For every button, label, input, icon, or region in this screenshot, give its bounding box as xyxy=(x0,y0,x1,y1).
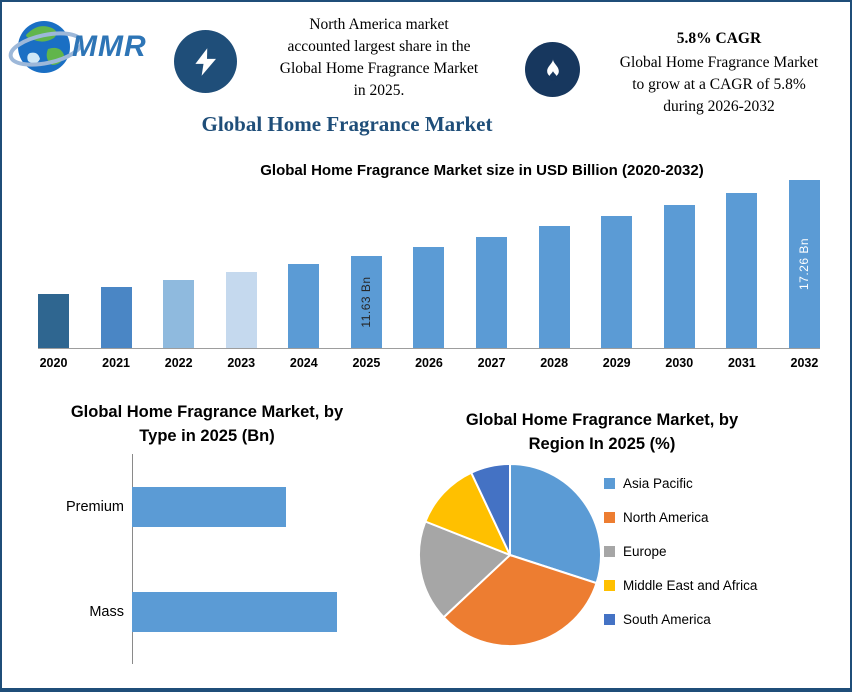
legend-swatch-middle-east-and-africa xyxy=(604,580,615,591)
type-row-mass: Mass xyxy=(28,591,398,632)
axis-label-2029: 2029 xyxy=(602,356,631,370)
bar-value-label-2025: 11.63 Bn xyxy=(359,276,374,328)
type-chart-axis-line xyxy=(132,454,133,664)
bar-column-2029 xyxy=(601,216,633,348)
bar-2020 xyxy=(38,294,69,348)
bar-2029 xyxy=(601,216,633,348)
region-pie xyxy=(418,462,602,647)
bar-2022 xyxy=(163,280,195,348)
legend-label-europe: Europe xyxy=(623,544,667,559)
axis-label-2028: 2028 xyxy=(540,356,569,370)
legend-swatch-asia-pacific xyxy=(604,478,615,489)
legend-item-europe: Europe xyxy=(604,544,757,559)
column-chart-title: Global Home Fragrance Market size in USD… xyxy=(260,162,704,179)
axis-label-2024: 2024 xyxy=(289,356,318,370)
bar-column-2025: 11.63 Bn xyxy=(350,256,382,348)
bar-column-2024 xyxy=(288,264,320,348)
axis-label-2022: 2022 xyxy=(164,356,193,370)
legend-item-north-america: North America xyxy=(604,510,757,525)
highlight-cagr-line-1: Global Home Fragrance Market xyxy=(619,54,819,71)
bar-column-2020 xyxy=(38,294,69,348)
column-chart-axis-labels: 2020 2021 2022 2023 2024 2025 2026 2027 2028 2029… xyxy=(38,356,820,370)
bar-column-2021 xyxy=(100,287,132,348)
bar-column-2026 xyxy=(413,247,445,348)
type-chart-title: Global Home Fragrance Market, by Type in… xyxy=(32,400,382,448)
type-chart-title-line-2: Type in 2025 (Bn) xyxy=(139,427,275,445)
type-bar-premium xyxy=(132,486,286,527)
flame-icon xyxy=(525,42,580,97)
axis-label-2025: 2025 xyxy=(352,356,381,370)
highlight-share-line-2: accounted largest share in the xyxy=(287,38,471,55)
pie-slice-middle-east-and-africa xyxy=(424,471,512,557)
legend-item-south-america: South America xyxy=(604,612,757,627)
highlight-share-text: North America market accounted largest s… xyxy=(240,14,518,102)
legend-item-middle-east-and-africa: Middle East and Africa xyxy=(604,578,757,593)
bar-value-label-2032: 17.26 Bn xyxy=(797,237,812,291)
lightning-icon xyxy=(174,30,237,93)
legend-label-north-america: North America xyxy=(623,510,709,525)
type-label-mass: Mass xyxy=(89,603,124,620)
bar-2023 xyxy=(225,272,257,348)
axis-label-2030: 2030 xyxy=(665,356,694,370)
highlight-share-line-1: North America market xyxy=(309,16,449,33)
legend-label-south-america: South America xyxy=(623,612,711,627)
highlight-share-line-4: in 2025. xyxy=(353,82,405,99)
highlight-cagr-line-2: to grow at a CAGR of 5.8% xyxy=(632,76,806,93)
type-bar-mass xyxy=(132,591,337,632)
bar-column-2031 xyxy=(726,193,758,348)
bar-2031 xyxy=(726,193,758,348)
highlight-cagr-text: 5.8% CAGR Global Home Fragrance Market t… xyxy=(590,28,848,118)
bar-column-2022 xyxy=(163,280,195,348)
axis-label-2027: 2027 xyxy=(477,356,506,370)
column-chart-bars: 11.63 Bn 17.26 Bn xyxy=(38,180,820,349)
legend-swatch-europe xyxy=(604,546,615,557)
type-chart-plot: Premium Mass xyxy=(28,454,398,664)
type-chart-title-line-1: Global Home Fragrance Market, by xyxy=(70,403,344,421)
pie-slice-south-america xyxy=(469,462,511,556)
bar-2028 xyxy=(538,226,570,348)
pie-slice-north-america xyxy=(442,553,598,647)
highlight-share-line-3: Global Home Fragrance Market xyxy=(279,60,479,77)
region-chart-title-line-1: Global Home Fragrance Market, by xyxy=(465,411,739,429)
legend-swatch-south-america xyxy=(604,614,615,625)
bar-2025: 11.63 Bn xyxy=(350,256,382,348)
legend-swatch-north-america xyxy=(604,512,615,523)
pie-slice-europe xyxy=(418,520,512,619)
bar-2024 xyxy=(288,264,320,348)
region-chart-title-line-2: Region In 2025 (%) xyxy=(528,435,676,453)
highlight-cagr-line-3: during 2026-2032 xyxy=(663,98,775,115)
globe-icon xyxy=(8,21,84,73)
type-label-premium: Premium xyxy=(65,498,124,515)
bar-2032: 17.26 Bn xyxy=(788,180,820,348)
legend-label-middle-east-and-africa: Middle East and Africa xyxy=(623,578,758,593)
bar-column-2030 xyxy=(663,205,695,348)
axis-label-2032: 2032 xyxy=(790,356,819,370)
pie-slice-asia-pacific xyxy=(509,462,602,585)
bar-column-2023 xyxy=(225,272,257,348)
bar-2026 xyxy=(413,247,445,348)
axis-label-2026: 2026 xyxy=(415,356,443,370)
bar-2027 xyxy=(476,237,508,348)
bar-2030 xyxy=(663,205,695,348)
bar-2021 xyxy=(100,287,132,348)
axis-label-2020: 2020 xyxy=(39,356,68,370)
bar-column-2027 xyxy=(476,237,508,348)
region-chart-title: Global Home Fragrance Market, by Region … xyxy=(402,408,802,456)
axis-label-2023: 2023 xyxy=(227,356,256,370)
bar-column-2032: 17.26 Bn xyxy=(788,180,820,348)
legend-label-asia-pacific: Asia Pacific xyxy=(623,476,693,491)
region-pie-legend: Asia Pacific North America Europe Middle Ea… xyxy=(604,476,757,627)
legend-item-asia-pacific: Asia Pacific xyxy=(604,476,757,491)
mmr-logo: MMR xyxy=(8,12,178,82)
axis-label-2031: 2031 xyxy=(727,356,756,370)
page-title: Global Home Fragrance Market xyxy=(201,112,493,136)
bar-column-2028 xyxy=(538,226,570,348)
axis-label-2021: 2021 xyxy=(102,356,130,370)
type-row-premium: Premium xyxy=(28,486,398,527)
cagr-value: 5.8% CAGR xyxy=(676,30,762,47)
mmr-logo-text: MMR xyxy=(72,30,147,63)
